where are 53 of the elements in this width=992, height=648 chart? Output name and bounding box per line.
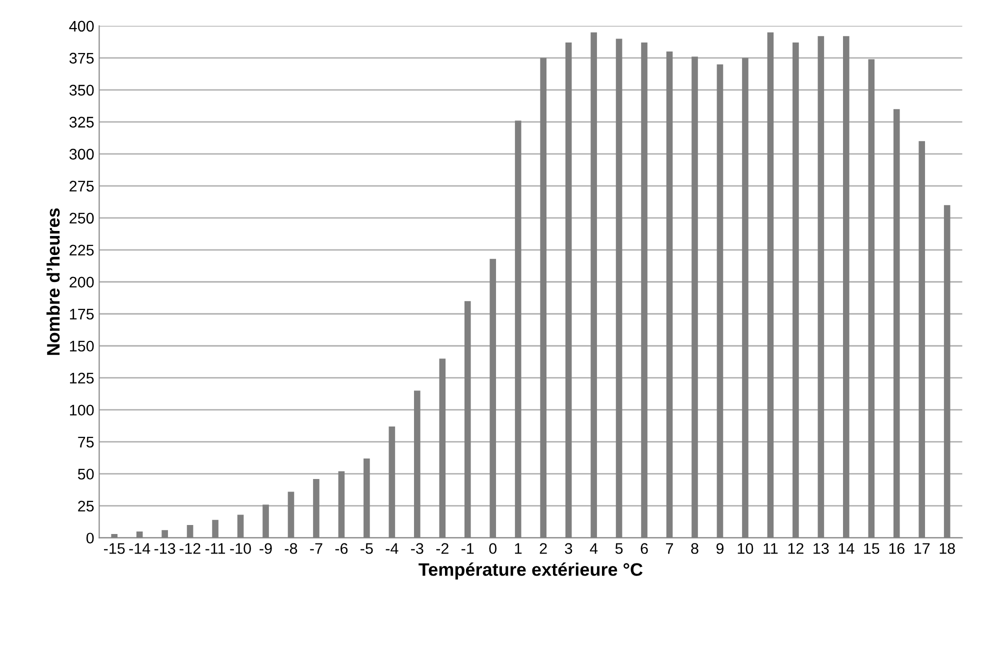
y-tick-label: 175 [70,308,94,320]
y-tick-label: 225 [70,244,94,256]
x-tick-label: -4 [386,543,398,554]
y-tick-label: 275 [70,180,94,192]
x-tick-label: -1 [462,543,474,554]
x-tick-label: 17 [914,543,930,554]
y-tick-label: 325 [69,116,94,128]
x-tick-label: 16 [889,543,904,554]
y-tick-label: 25 [78,500,94,512]
x-tick-label: -15 [104,543,125,554]
y-tick-label: 100 [70,404,94,416]
x-tick-label: -6 [335,543,348,554]
x-tick-label: 1 [515,543,522,554]
x-tick-label: 5 [615,543,623,554]
x-tick-label: -10 [230,543,251,554]
x-tick-label: 2 [540,543,547,554]
x-tick-label: -7 [310,543,322,554]
x-axis-title: Température extérieure °C [418,562,643,580]
x-tick-label: 10 [738,543,754,554]
y-tick-label: 400 [69,20,94,32]
x-tick-label: 3 [564,543,572,554]
x-tick-label: 4 [590,543,598,554]
x-tick-label: 9 [716,543,724,554]
x-tick-label: -5 [360,543,373,554]
x-tick-label: 6 [640,543,648,554]
x-tick-label: 14 [838,543,854,554]
x-tick-label: 0 [489,543,497,554]
x-tick-label: 12 [788,543,804,554]
y-tick-label: 350 [69,84,94,96]
x-tick-label: -2 [436,543,448,554]
y-tick-label: 150 [70,340,94,352]
x-tick-label: 13 [814,543,829,554]
x-tick-label: -12 [180,543,200,554]
y-tick-label: 50 [78,468,94,480]
x-tick-label: 15 [864,543,880,554]
x-tick-label: 7 [666,543,673,554]
x-tick-label: -8 [284,543,298,554]
x-tick-label: -3 [411,543,424,554]
x-tick-label: -11 [205,543,226,554]
x-tick-label: -9 [260,543,272,554]
y-tick-label: 200 [70,276,94,288]
y-tick-label: 300 [69,148,94,160]
x-tick-label: -13 [154,543,176,554]
y-axis-title: Nombre d’heures [46,208,60,355]
y-tick-label: 75 [78,436,94,448]
x-tick-label: 8 [691,543,698,554]
y-tick-label: 375 [69,52,94,64]
y-tick-label: 250 [70,212,94,224]
y-tick-label: 125 [70,372,94,384]
y-tick-label: 0 [86,532,94,544]
x-tick-label: -14 [129,543,150,554]
x-tick-label: 11 [764,543,778,554]
x-tick-label: 18 [940,543,955,554]
